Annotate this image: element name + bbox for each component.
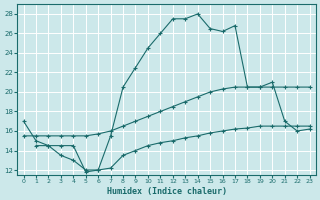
X-axis label: Humidex (Indice chaleur): Humidex (Indice chaleur) (107, 187, 227, 196)
